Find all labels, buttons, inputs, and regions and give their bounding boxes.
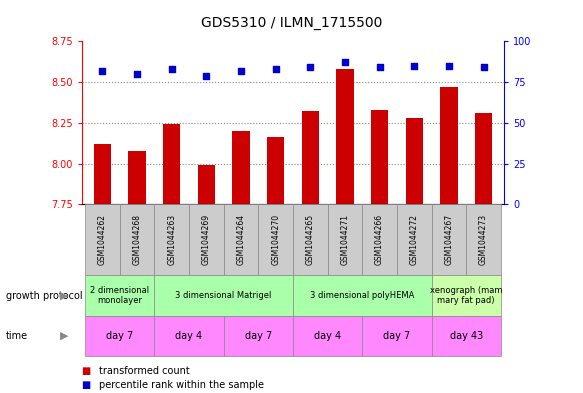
Bar [120, 204, 154, 275]
Point [444, 62, 454, 69]
Text: GSM1044271: GSM1044271 [340, 214, 349, 265]
Text: GSM1044273: GSM1044273 [479, 214, 488, 265]
Point [167, 66, 177, 72]
Text: GSM1044268: GSM1044268 [132, 214, 142, 265]
Text: transformed count: transformed count [99, 366, 190, 376]
Text: ▶: ▶ [60, 291, 68, 301]
Text: GSM1044264: GSM1044264 [237, 214, 245, 265]
Bar [406, 118, 423, 204]
Bar [397, 204, 431, 275]
Point [305, 64, 315, 70]
Bar [336, 69, 353, 204]
Text: percentile rank within the sample: percentile rank within the sample [99, 380, 264, 390]
Text: day 7: day 7 [383, 331, 410, 341]
Text: ▶: ▶ [60, 331, 68, 341]
Text: GSM1044266: GSM1044266 [375, 214, 384, 265]
Point [479, 64, 488, 70]
Text: xenograph (mam
mary fat pad): xenograph (mam mary fat pad) [430, 286, 503, 305]
Bar [431, 316, 501, 356]
Bar [85, 204, 120, 275]
Text: ■: ■ [82, 380, 94, 390]
Bar [224, 316, 293, 356]
Bar [328, 204, 362, 275]
Bar [362, 204, 397, 275]
Point [375, 64, 384, 70]
Point [202, 72, 211, 79]
Bar [233, 131, 250, 204]
Bar [128, 151, 146, 204]
Bar [431, 204, 466, 275]
Bar [258, 204, 293, 275]
Text: 3 dimensional polyHEMA: 3 dimensional polyHEMA [310, 291, 415, 300]
Bar [154, 316, 224, 356]
Bar [198, 165, 215, 204]
Text: GSM1044267: GSM1044267 [444, 214, 454, 265]
Text: GSM1044272: GSM1044272 [410, 214, 419, 265]
Text: growth protocol: growth protocol [6, 291, 82, 301]
Point [236, 68, 245, 74]
Point [132, 71, 142, 77]
Point [340, 59, 350, 66]
Bar [224, 204, 258, 275]
Bar [362, 316, 431, 356]
Bar [267, 138, 285, 204]
Text: GSM1044270: GSM1044270 [271, 214, 280, 265]
Bar [293, 204, 328, 275]
Text: day 7: day 7 [106, 331, 134, 341]
Text: GSM1044263: GSM1044263 [167, 214, 176, 265]
Point [98, 68, 107, 74]
Text: time: time [6, 331, 28, 341]
Text: day 4: day 4 [175, 331, 202, 341]
Text: day 4: day 4 [314, 331, 341, 341]
Point [409, 62, 419, 69]
Bar [371, 110, 388, 204]
Bar [301, 111, 319, 204]
Point [271, 66, 280, 72]
Bar [154, 204, 189, 275]
Bar [85, 316, 154, 356]
Bar [431, 275, 501, 316]
Bar [163, 125, 180, 204]
Bar [293, 316, 362, 356]
Text: GDS5310 / ILMN_1715500: GDS5310 / ILMN_1715500 [201, 16, 382, 30]
Text: GSM1044265: GSM1044265 [305, 214, 315, 265]
Text: GSM1044269: GSM1044269 [202, 214, 211, 265]
Bar [440, 87, 458, 204]
Bar [94, 144, 111, 204]
Bar [466, 204, 501, 275]
Text: 3 dimensional Matrigel: 3 dimensional Matrigel [175, 291, 272, 300]
Text: day 7: day 7 [245, 331, 272, 341]
Bar [85, 275, 154, 316]
Text: ■: ■ [82, 366, 94, 376]
Text: day 43: day 43 [449, 331, 483, 341]
Bar [293, 275, 431, 316]
Text: GSM1044262: GSM1044262 [98, 214, 107, 265]
Bar [475, 113, 492, 204]
Text: 2 dimensional
monolayer: 2 dimensional monolayer [90, 286, 149, 305]
Bar [154, 275, 293, 316]
Bar [189, 204, 224, 275]
